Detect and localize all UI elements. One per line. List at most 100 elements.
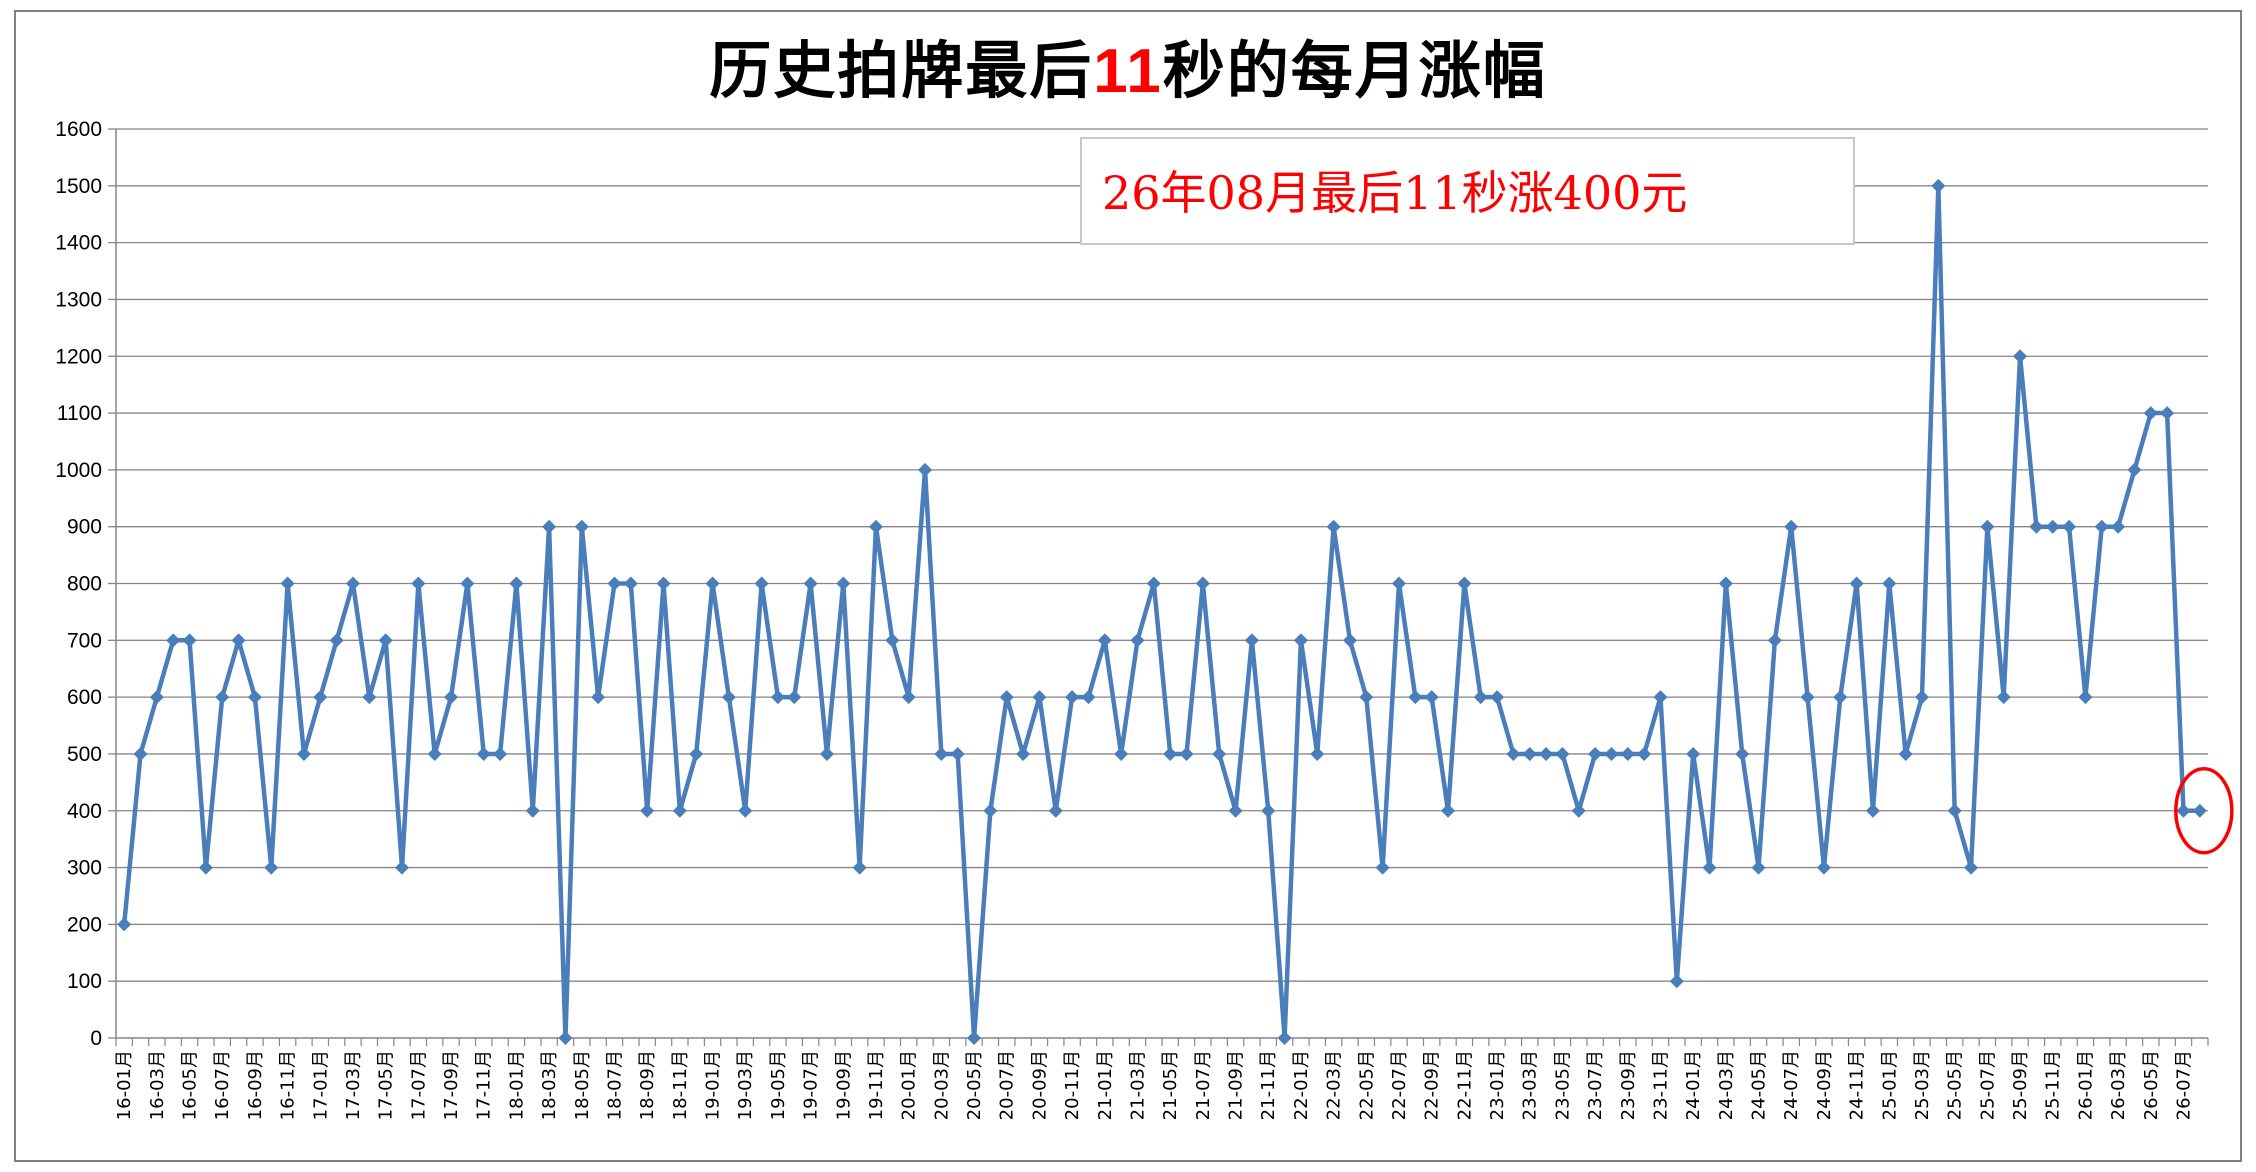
data-point xyxy=(1163,746,1178,761)
data-point xyxy=(1784,519,1799,534)
x-tick-label: 25-01月 xyxy=(1879,1050,1900,1120)
x-tick-label: 16-05月 xyxy=(180,1050,201,1120)
x-tick-label: 21-05月 xyxy=(1160,1050,1181,1120)
data-point xyxy=(1375,860,1390,875)
x-tick-label: 25-07月 xyxy=(1977,1050,1998,1120)
y-tick-label: 1000 xyxy=(55,459,102,482)
data-point xyxy=(1310,746,1325,761)
data-point xyxy=(852,860,867,875)
data-point xyxy=(1882,576,1897,591)
data-point xyxy=(1473,690,1488,705)
x-tick-label: 22-09月 xyxy=(1422,1050,1443,1120)
data-point xyxy=(1571,803,1586,818)
data-point xyxy=(1735,746,1750,761)
x-tick-label: 19-01月 xyxy=(703,1050,724,1120)
data-point xyxy=(280,576,295,591)
x-tick-label: 23-01月 xyxy=(1487,1050,1508,1120)
data-point xyxy=(2062,519,2077,534)
x-tick-label: 20-09月 xyxy=(1029,1050,1050,1120)
data-point xyxy=(1588,746,1603,761)
data-point xyxy=(1408,690,1423,705)
x-tick-label: 19-11月 xyxy=(866,1050,887,1120)
data-point xyxy=(215,690,230,705)
x-tick-label: 17-11月 xyxy=(474,1050,495,1120)
data-point xyxy=(1457,576,1472,591)
x-tick-label: 24-11月 xyxy=(1847,1050,1868,1120)
data-point xyxy=(296,746,311,761)
data-point xyxy=(1130,633,1145,648)
x-tick-label: 21-11月 xyxy=(1258,1050,1279,1120)
axes xyxy=(108,128,2209,1046)
annotation-text: 26年08月最后11秒涨400元 xyxy=(1102,166,1688,220)
data-point xyxy=(1767,633,1782,648)
x-tick-label: 25-05月 xyxy=(1945,1050,1966,1120)
data-point xyxy=(149,690,164,705)
data-point xyxy=(689,746,704,761)
x-tick-label: 16-09月 xyxy=(245,1050,266,1120)
data-point xyxy=(656,576,671,591)
x-tick-label: 24-03月 xyxy=(1716,1050,1737,1120)
data-point xyxy=(1718,576,1733,591)
data-point xyxy=(934,746,949,761)
data-point xyxy=(1293,633,1308,648)
y-tick-label: 1400 xyxy=(55,232,102,255)
data-point xyxy=(1604,746,1619,761)
x-tick-label: 19-09月 xyxy=(833,1050,854,1120)
data-point xyxy=(542,519,557,534)
data-point xyxy=(2045,519,2060,534)
data-point xyxy=(509,576,524,591)
x-tick-label: 23-05月 xyxy=(1552,1050,1573,1120)
chart-title-highlight: 11 xyxy=(1093,37,1163,106)
gridlines xyxy=(116,128,2208,982)
x-tick-label: 19-03月 xyxy=(735,1050,756,1120)
data-point xyxy=(819,746,834,761)
x-tick-label: 20-03月 xyxy=(931,1050,952,1120)
data-point xyxy=(2127,462,2142,477)
x-tick-label: 23-09月 xyxy=(1618,1050,1639,1120)
data-point xyxy=(1800,690,1815,705)
data-point xyxy=(803,576,818,591)
x-tick-labels: 16-01月 16-03月 16-05月 16-07月 16-09月 16-11月 17-0… xyxy=(114,1050,2194,1120)
data-point xyxy=(1996,690,2011,705)
data-point xyxy=(2078,690,2093,705)
data-point xyxy=(2029,519,2044,534)
data-point xyxy=(1359,690,1374,705)
data-point xyxy=(967,1031,982,1045)
x-tick-label: 21-07月 xyxy=(1193,1050,1214,1120)
x-tick-label: 17-05月 xyxy=(376,1050,397,1120)
x-tick-label: 22-05月 xyxy=(1356,1050,1377,1120)
y-tick-label: 1500 xyxy=(55,175,102,198)
data-point xyxy=(1653,690,1668,705)
data-point xyxy=(444,690,459,705)
data-point xyxy=(166,633,181,648)
data-point xyxy=(1914,690,1929,705)
data-point xyxy=(2094,519,2109,534)
data-point xyxy=(2176,803,2191,818)
data-point xyxy=(427,746,442,761)
data-point xyxy=(623,576,638,591)
x-tick-label: 16-03月 xyxy=(147,1050,168,1120)
x-tick-label: 25-03月 xyxy=(1912,1050,1933,1120)
x-tick-label: 20-05月 xyxy=(964,1050,985,1120)
x-tick-label: 24-07月 xyxy=(1781,1050,1802,1120)
x-tick-label: 16-07月 xyxy=(212,1050,233,1120)
data-point xyxy=(247,690,262,705)
data-point xyxy=(1424,690,1439,705)
data-point xyxy=(395,860,410,875)
data-point xyxy=(2013,349,2028,364)
data-point xyxy=(1506,746,1521,761)
data-point xyxy=(1244,633,1259,648)
data-point xyxy=(460,576,475,591)
data-point xyxy=(640,803,655,818)
y-tick-labels: 0 100 200 300 400 500 600 700 800 900 1000 1100 1200… xyxy=(55,118,102,1050)
data-point xyxy=(1669,974,1684,989)
x-tick-label: 16-01月 xyxy=(114,1050,135,1120)
y-tick-label: 0 xyxy=(90,1027,102,1050)
x-tick-label: 18-01月 xyxy=(506,1050,527,1120)
x-tick-label: 22-03月 xyxy=(1324,1050,1345,1120)
chart-title-suffix: 秒的每月涨幅 xyxy=(1162,34,1547,107)
chart-title: 历史拍牌最后11秒的每月涨幅 xyxy=(0,20,2256,110)
x-tick-label: 17-03月 xyxy=(343,1050,364,1120)
x-tick-label: 19-07月 xyxy=(801,1050,822,1120)
